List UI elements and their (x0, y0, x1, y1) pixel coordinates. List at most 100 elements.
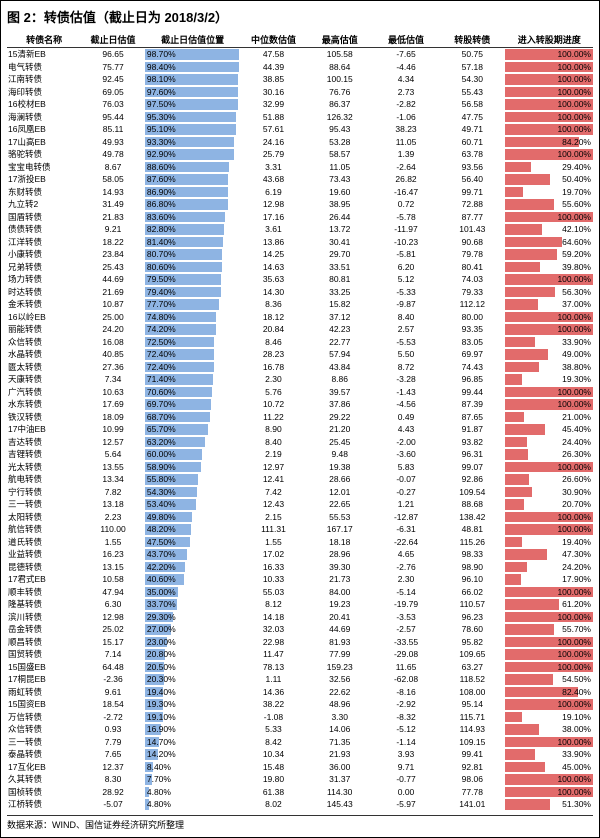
position-bar: 49.80% (145, 511, 240, 524)
table-row: 金禾转债10.8777.70%8.3615.82-9.87112.1237.00… (7, 298, 593, 311)
value-cell: 21.20 (307, 423, 373, 436)
value-cell: 13.86 (240, 236, 306, 249)
bond-name: 16凤凰EB (7, 123, 81, 136)
value-cell: 8.02 (240, 798, 306, 811)
value-cell: 21.93 (307, 748, 373, 761)
value-cell: 24.16 (240, 136, 306, 149)
value-cell: 115.71 (439, 711, 505, 724)
value-cell: 2.30 (240, 373, 306, 386)
table-row: 17君式EB10.5840.60%10.3321.732.3096.1017.9… (7, 573, 593, 586)
value-cell: 11.05 (373, 136, 439, 149)
value-cell: 0.49 (373, 411, 439, 424)
table-row: 众信转债0.9316.90%5.3314.06-5.12114.9338.00% (7, 723, 593, 736)
cutoff-value: 7.82 (81, 486, 145, 499)
table-row: 小康转债23.8480.70%14.2529.70-5.8179.7859.20… (7, 248, 593, 261)
bond-name: 雨虹转债 (7, 686, 81, 699)
position-bar: 95.30% (145, 111, 240, 124)
value-cell: 83.05 (439, 336, 505, 349)
cutoff-value: 5.64 (81, 448, 145, 461)
position-bar: 71.40% (145, 373, 240, 386)
bond-name: 光太转债 (7, 461, 81, 474)
position-bar: 19.30% (145, 698, 240, 711)
col-header: 最高估值 (307, 32, 373, 48)
table-row: 众信转债16.0872.50%8.4622.77-5.5383.0533.90% (7, 336, 593, 349)
bond-name: 债债转债 (7, 223, 81, 236)
value-cell: 3.30 (307, 711, 373, 724)
progress-bar: 100.00% (505, 48, 593, 61)
table-row: 17桐昆EB-2.3620.30%1.1132.56-62.08118.5254… (7, 673, 593, 686)
data-source: 数据来源：WIND、国信证券经济研究所整理 (7, 815, 593, 831)
table-row: 15清新EB96.6598.70%47.58105.58-7.6550.7510… (7, 48, 593, 61)
value-cell: 100.15 (307, 73, 373, 86)
cutoff-value: 9.21 (81, 223, 145, 236)
bond-name: 航电转债 (7, 473, 81, 486)
table-row: 16以岭EB25.0074.80%18.1237.128.4080.00100.… (7, 311, 593, 324)
value-cell: 18.12 (240, 311, 306, 324)
value-cell: 111.31 (240, 523, 306, 536)
progress-bar: 100.00% (505, 211, 593, 224)
bond-name: 昆德转债 (7, 561, 81, 574)
value-cell: -2.76 (373, 561, 439, 574)
table-row: 海澜转债95.4495.30%51.88126.32-1.0647.75100.… (7, 111, 593, 124)
value-cell: 33.25 (307, 286, 373, 299)
value-cell: -0.77 (373, 773, 439, 786)
position-bar: 42.20% (145, 561, 240, 574)
value-cell: 30.41 (307, 236, 373, 249)
cutoff-value: 21.69 (81, 286, 145, 299)
position-bar: 74.80% (145, 311, 240, 324)
progress-bar: 56.30% (505, 286, 593, 299)
value-cell: 93.56 (439, 161, 505, 174)
progress-bar: 47.30% (505, 548, 593, 561)
bond-name: 场力转债 (7, 273, 81, 286)
value-cell: -29.08 (373, 648, 439, 661)
progress-bar: 100.00% (505, 86, 593, 99)
bond-name: 15清新EB (7, 48, 81, 61)
table-row: 太阳转债2.2349.80%2.1555.53-12.87138.42100.0… (7, 511, 593, 524)
value-cell: 8.46 (240, 336, 306, 349)
bond-name: 铁汉转债 (7, 411, 81, 424)
value-cell: 80.41 (439, 261, 505, 274)
table-row: 电气转债75.7798.40%44.3988.64-4.4657.18100.0… (7, 61, 593, 74)
cutoff-value: 7.79 (81, 736, 145, 749)
table-row: 15国资EB18.5419.30%38.2248.96-2.9295.14100… (7, 698, 593, 711)
value-cell: 69.97 (439, 348, 505, 361)
position-bar: 72.50% (145, 336, 240, 349)
progress-bar: 84.20% (505, 136, 593, 149)
value-cell: 73.43 (307, 173, 373, 186)
progress-bar: 54.50% (505, 673, 593, 686)
value-cell: -9.87 (373, 298, 439, 311)
table-row: 天康转债7.3471.40%2.308.86-3.2896.8519.30% (7, 373, 593, 386)
bond-name: 17君式EB (7, 573, 81, 586)
table-row: 隆基转债6.3033.70%8.1219.23-19.79110.5761.20… (7, 598, 593, 611)
value-cell: 55.43 (439, 86, 505, 99)
table-row: 17山高EB49.9393.30%24.1653.2811.0560.7184.… (7, 136, 593, 149)
value-cell: 7.42 (240, 486, 306, 499)
cutoff-value: 47.94 (81, 586, 145, 599)
value-cell: -1.06 (373, 111, 439, 124)
progress-bar: 24.40% (505, 436, 593, 449)
value-cell: 9.48 (307, 448, 373, 461)
value-cell: 17.02 (240, 548, 306, 561)
value-cell: -5.97 (373, 798, 439, 811)
table-row: 匮太转债27.3672.40%16.7843.848.7274.4338.80% (7, 361, 593, 374)
value-cell: 81.93 (307, 636, 373, 649)
bond-name: 宁行转债 (7, 486, 81, 499)
progress-bar: 20.70% (505, 498, 593, 511)
value-cell: 159.23 (307, 661, 373, 674)
value-cell: -4.56 (373, 398, 439, 411)
value-cell: 57.18 (439, 61, 505, 74)
value-cell: 0.72 (373, 198, 439, 211)
value-cell: 96.31 (439, 448, 505, 461)
progress-bar: 100.00% (505, 398, 593, 411)
cutoff-value: 13.15 (81, 561, 145, 574)
bond-name: 丽能转债 (7, 323, 81, 336)
bond-name: 泰晶转债 (7, 748, 81, 761)
position-bar: 14.20% (145, 748, 240, 761)
value-cell: 77.99 (307, 648, 373, 661)
value-cell: 48.96 (307, 698, 373, 711)
progress-bar: 82.40% (505, 686, 593, 699)
value-cell: -22.64 (373, 536, 439, 549)
value-cell: 2.30 (373, 573, 439, 586)
position-bar: 86.90% (145, 186, 240, 199)
value-cell: 66.02 (439, 586, 505, 599)
